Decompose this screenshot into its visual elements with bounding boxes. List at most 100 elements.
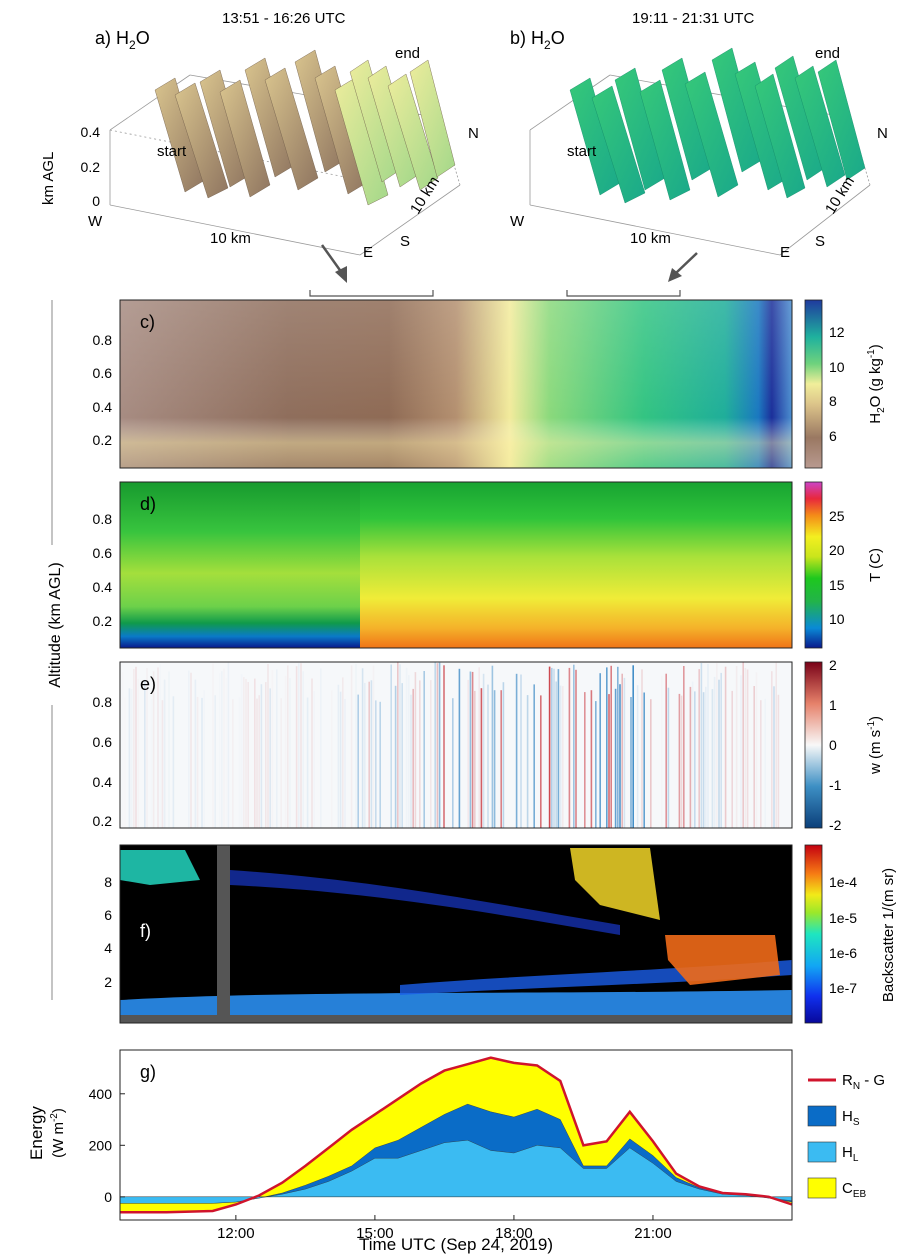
panel-e-stripe [665, 673, 667, 828]
panel-e-stripe [724, 666, 727, 828]
panel-e-stripe [557, 669, 560, 828]
panel-e-field [120, 662, 792, 828]
panel-e-stripe [128, 688, 131, 828]
panel-e-stripe [214, 695, 216, 828]
panel-e-stripe [713, 676, 716, 828]
panel-e-stripe [632, 665, 634, 828]
panel-e-cbar-label: w (m s-1) [866, 716, 884, 775]
panel-e-stripe [491, 665, 494, 828]
panel-b-y-north: N [877, 125, 888, 142]
panel-g-ytick-0: 400 [89, 1086, 113, 1102]
panel-e-stripe [480, 688, 483, 828]
panel-e-stripe [643, 692, 645, 828]
time-window-brackets [309, 290, 681, 297]
panel-e-stripe [711, 689, 714, 828]
panel-e-stripe [350, 665, 353, 828]
panel-c-cbar-tick-0: 12 [829, 324, 845, 340]
panel-e-stripe [617, 666, 619, 828]
panel-d-ytick-0: 0.8 [93, 511, 113, 527]
panel-g-frame [119, 1049, 793, 1221]
panel-e-frame [119, 661, 793, 829]
panel-e-stripe [190, 672, 192, 828]
panel-e-stripe [412, 688, 414, 828]
panel-e-stripe [553, 668, 555, 828]
panel-d-cbar-tick-2: 15 [829, 577, 845, 593]
legend-item-hs: HS [807, 1105, 860, 1128]
panel-e-stripe [287, 665, 289, 828]
panel-e-stripe [689, 686, 692, 828]
panel-e-stripe [471, 671, 474, 828]
panel-e-stripe [438, 662, 441, 828]
panel-d-field-left [120, 482, 360, 648]
panel-e-stripe [590, 690, 593, 828]
panel-e-stripe [295, 666, 298, 828]
panel-e-stripe [161, 700, 164, 828]
panel-f-cbar-tick-1: 1e-5 [829, 910, 857, 926]
panel-d-ytick-2: 0.4 [93, 579, 113, 595]
panel-e-stripe [742, 662, 744, 828]
panel-g-legend: RN - G HS HL CEB [807, 1072, 885, 1200]
panel-c-colorbar [804, 299, 823, 469]
panel-e-stripe [575, 669, 577, 828]
panel-e-stripe [500, 690, 502, 828]
panel-a-end-label: end [395, 45, 420, 62]
panel-g-xtick-3: 21:00 [634, 1225, 672, 1242]
panel-e-stripe [694, 691, 696, 828]
panel-e-stripe [172, 696, 175, 828]
panel-g-yticks: 400 200 0 [89, 1086, 125, 1205]
panel-e-stripe [401, 683, 403, 828]
panel-e-ytick-0: 0.8 [93, 694, 113, 710]
panel-e-stripe [289, 678, 291, 828]
panel-e-stripe [430, 680, 432, 828]
panel-e-stripe [562, 686, 564, 828]
panel-e-stripe [716, 663, 718, 828]
panel-e-stripe [775, 662, 777, 828]
panel-b-3d-h2o: b) H2O 19:11 - 21:31 UTC end start W 10 … [510, 10, 888, 282]
panel-e-stripe [300, 663, 302, 828]
panel-f-cloud-2 [665, 935, 780, 985]
panel-e-stripe [151, 699, 153, 828]
bracket-window-a [309, 290, 434, 297]
panel-e-stripe [746, 669, 749, 828]
panel-f-backscatter: f) 8 6 4 2 1e-4 1e-5 1e-6 1e-7 Backscatt… [104, 844, 897, 1024]
panel-d-label: d) [140, 494, 156, 514]
panel-e-stripe [194, 679, 197, 828]
panel-f-cloud-left [120, 850, 200, 885]
panel-e-stripe [313, 691, 315, 828]
panel-e-stripe [276, 669, 278, 828]
legend-label-rn-g: RN - G [842, 1072, 885, 1092]
panel-a-ztick-2: 0 [92, 193, 100, 209]
panel-a-x-scale: 10 km [210, 230, 251, 247]
shared-ylabel: Altitude (km AGL) [47, 562, 64, 687]
panel-e-stripe [533, 684, 535, 828]
panel-e-stripe [731, 690, 733, 828]
panel-d-ytick-3: 0.2 [93, 613, 113, 629]
panel-e-stripe [667, 687, 670, 828]
panel-e-stripe [458, 668, 461, 828]
panel-f-cbar-ticks: 1e-4 1e-5 1e-6 1e-7 [829, 874, 857, 996]
panel-e-ytick-2: 0.4 [93, 774, 113, 790]
panel-e-stripe [423, 671, 425, 828]
panel-e-stripe [364, 682, 366, 828]
panel-e-stripe [707, 663, 709, 828]
panel-b-start-label: start [567, 143, 597, 160]
panel-f-ytick-2: 4 [104, 940, 112, 956]
panel-c-cbar-ticks: 12 10 8 6 [829, 324, 845, 444]
panel-a-time: 13:51 - 16:26 UTC [222, 10, 346, 27]
panel-a-zlabel: km AGL [40, 152, 57, 205]
panel-e-stripe [773, 686, 775, 828]
panel-e-stripe [227, 662, 230, 828]
panel-f-colorbar [804, 844, 823, 1024]
panel-f-yticks: 8 6 4 2 [104, 874, 112, 990]
panel-e-stripe [122, 672, 124, 828]
panel-e-stripe [584, 692, 586, 828]
panel-d-frame [119, 481, 793, 649]
panel-c-frame [119, 299, 793, 469]
panel-c-yticks: 0.8 0.6 0.4 0.2 [93, 332, 113, 448]
panel-g-ylabel-line2: (W m-2) [49, 1108, 67, 1158]
legend-label-hs: HS [842, 1108, 860, 1128]
panel-e-stripe [705, 686, 707, 828]
panel-g-ytick-2: 0 [104, 1189, 112, 1205]
panel-e-stripes [122, 662, 780, 828]
panel-e-stripe [559, 685, 562, 828]
